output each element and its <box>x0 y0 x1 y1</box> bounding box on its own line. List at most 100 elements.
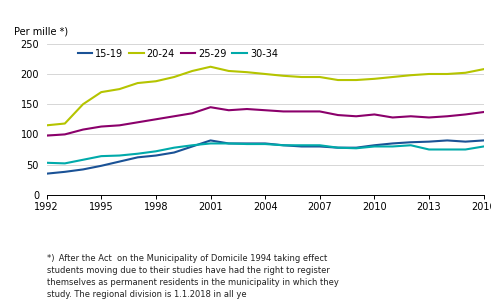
25-29 <box>444 114 450 118</box>
20-24 <box>62 122 68 125</box>
25-29 <box>116 124 122 127</box>
15-19 <box>426 140 432 143</box>
25-29 <box>317 110 323 113</box>
15-19 <box>62 170 68 174</box>
30-34 <box>371 145 377 148</box>
30-34 <box>98 154 104 158</box>
15-19 <box>244 142 250 145</box>
25-29 <box>208 105 214 109</box>
30-34 <box>444 148 450 151</box>
15-19 <box>262 142 268 145</box>
30-34 <box>244 142 250 146</box>
15-19 <box>299 145 304 148</box>
20-24 <box>353 78 359 82</box>
30-34 <box>353 146 359 150</box>
15-19 <box>98 164 104 168</box>
25-29 <box>463 113 468 116</box>
Line: 25-29: 25-29 <box>47 107 484 136</box>
Text: Per mille *): Per mille *) <box>14 27 68 37</box>
25-29 <box>353 114 359 118</box>
25-29 <box>280 110 286 113</box>
25-29 <box>426 116 432 119</box>
15-19 <box>190 145 195 148</box>
20-24 <box>426 72 432 76</box>
25-29 <box>262 108 268 112</box>
20-24 <box>481 67 487 71</box>
30-34 <box>335 146 341 149</box>
15-19 <box>335 146 341 149</box>
20-24 <box>317 75 323 79</box>
15-19 <box>208 139 214 142</box>
30-34 <box>135 152 140 156</box>
20-24 <box>98 90 104 94</box>
25-29 <box>171 114 177 118</box>
25-29 <box>481 110 487 114</box>
20-24 <box>116 87 122 91</box>
20-24 <box>135 81 140 85</box>
15-19 <box>444 139 450 142</box>
Line: 20-24: 20-24 <box>47 67 484 125</box>
15-19 <box>135 156 140 159</box>
Legend: 15-19, 20-24, 25-29, 30-34: 15-19, 20-24, 25-29, 30-34 <box>78 49 278 59</box>
25-29 <box>390 116 396 119</box>
20-24 <box>335 78 341 82</box>
20-24 <box>80 102 86 106</box>
15-19 <box>353 146 359 149</box>
20-24 <box>244 70 250 74</box>
25-29 <box>244 107 250 111</box>
15-19 <box>280 143 286 147</box>
15-19 <box>171 151 177 154</box>
30-34 <box>390 145 396 148</box>
30-34 <box>226 142 232 145</box>
20-24 <box>408 73 414 77</box>
30-34 <box>262 142 268 146</box>
20-24 <box>44 124 50 127</box>
25-29 <box>335 113 341 117</box>
20-24 <box>390 75 396 79</box>
20-24 <box>171 75 177 79</box>
25-29 <box>62 133 68 136</box>
30-34 <box>481 145 487 148</box>
30-34 <box>317 143 323 147</box>
25-29 <box>44 134 50 137</box>
30-34 <box>463 148 468 151</box>
30-34 <box>299 143 304 147</box>
30-34 <box>171 146 177 149</box>
30-34 <box>426 148 432 151</box>
Line: 30-34: 30-34 <box>47 143 484 163</box>
30-34 <box>44 161 50 165</box>
20-24 <box>280 74 286 78</box>
25-29 <box>98 125 104 128</box>
30-34 <box>62 162 68 165</box>
15-19 <box>390 142 396 145</box>
Line: 15-19: 15-19 <box>47 140 484 174</box>
20-24 <box>208 65 214 69</box>
30-34 <box>208 142 214 145</box>
20-24 <box>299 75 304 79</box>
30-34 <box>408 143 414 147</box>
20-24 <box>153 79 159 83</box>
15-19 <box>80 168 86 171</box>
25-29 <box>190 111 195 115</box>
15-19 <box>153 154 159 157</box>
25-29 <box>371 113 377 116</box>
Text: *) After the Act  on the Municipality of Domicile 1994 taking effect
students mo: *) After the Act on the Municipality of … <box>47 254 338 299</box>
20-24 <box>262 72 268 76</box>
15-19 <box>463 140 468 143</box>
20-24 <box>463 71 468 75</box>
25-29 <box>135 120 140 124</box>
20-24 <box>226 69 232 73</box>
20-24 <box>444 72 450 76</box>
15-19 <box>116 160 122 163</box>
30-34 <box>280 143 286 147</box>
25-29 <box>226 108 232 112</box>
30-34 <box>190 143 195 147</box>
15-19 <box>317 145 323 148</box>
30-34 <box>80 158 86 162</box>
25-29 <box>299 110 304 113</box>
15-19 <box>371 143 377 147</box>
15-19 <box>44 172 50 175</box>
25-29 <box>408 114 414 118</box>
30-34 <box>116 154 122 157</box>
15-19 <box>408 140 414 144</box>
